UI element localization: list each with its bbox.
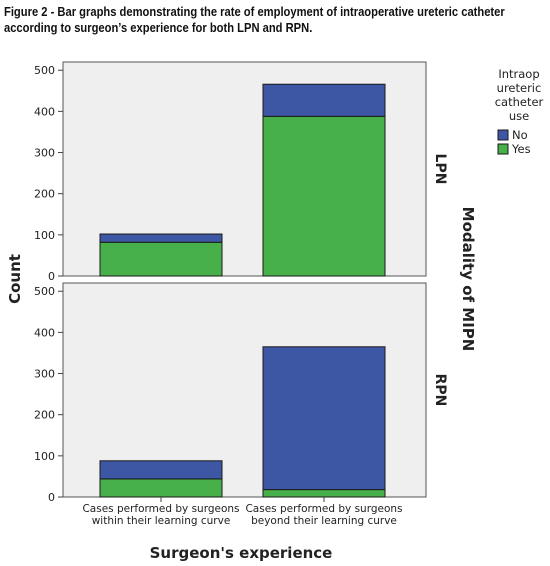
y-tick-label: 300	[34, 147, 55, 160]
bar-lpn-no-2	[262, 83, 386, 117]
bar-lpn-no-1	[99, 233, 223, 243]
y-tick-label: 500	[34, 285, 55, 298]
y-tick-label: 100	[34, 450, 55, 463]
bar-rpn-yes-2	[262, 489, 386, 498]
bar-lpn-yes-1	[99, 241, 223, 277]
bar-rpn-yes-1	[99, 478, 223, 498]
figure-caption: Figure 2 - Bar graphs demonstrating the …	[4, 4, 505, 36]
facet-axis-title: Modality of MIPN	[459, 207, 477, 352]
x-axis-title: Surgeon's experience	[150, 544, 333, 562]
bar-lpn-yes-2	[262, 115, 386, 277]
legend-title-line: ureteric	[497, 81, 542, 95]
x-category-label: within their learning curve	[92, 515, 231, 527]
legend-label-yes: Yes	[511, 142, 531, 156]
y-tick-label: 300	[34, 368, 55, 381]
bar-rpn-no-1	[99, 460, 223, 480]
legend-title-line: Intraop	[498, 67, 539, 81]
y-tick-label: 0	[48, 270, 55, 283]
bar-rpn-no-2	[262, 346, 386, 491]
x-category-label: Cases performed by surgeons	[245, 503, 402, 515]
y-tick-label: 400	[34, 326, 55, 339]
caption-line-1: Figure 2 - Bar graphs demonstrating the …	[4, 4, 505, 19]
x-category-label: Cases performed by surgeons	[82, 503, 239, 515]
panel-label-rpn: RPN	[432, 374, 448, 407]
panel-label-lpn: LPN	[432, 154, 448, 185]
legend-swatch-no	[497, 129, 509, 141]
y-tick-label: 200	[34, 409, 55, 422]
y-tick-label: 200	[34, 188, 55, 201]
y-tick-label: 500	[34, 64, 55, 77]
y-tick-label: 0	[48, 491, 55, 504]
legend-title-line: catheter	[495, 95, 544, 109]
y-tick-label: 400	[34, 105, 55, 118]
y-tick-label: 100	[34, 229, 55, 242]
legend-title-line: use	[509, 109, 529, 123]
legend-swatch-yes	[497, 143, 509, 155]
y-axis-title: Count	[6, 254, 24, 304]
caption-line-2: according to surgeon’s experience for bo…	[4, 20, 313, 35]
x-category-label: beyond their learning curve	[251, 515, 397, 527]
legend-label-no: No	[512, 128, 528, 142]
